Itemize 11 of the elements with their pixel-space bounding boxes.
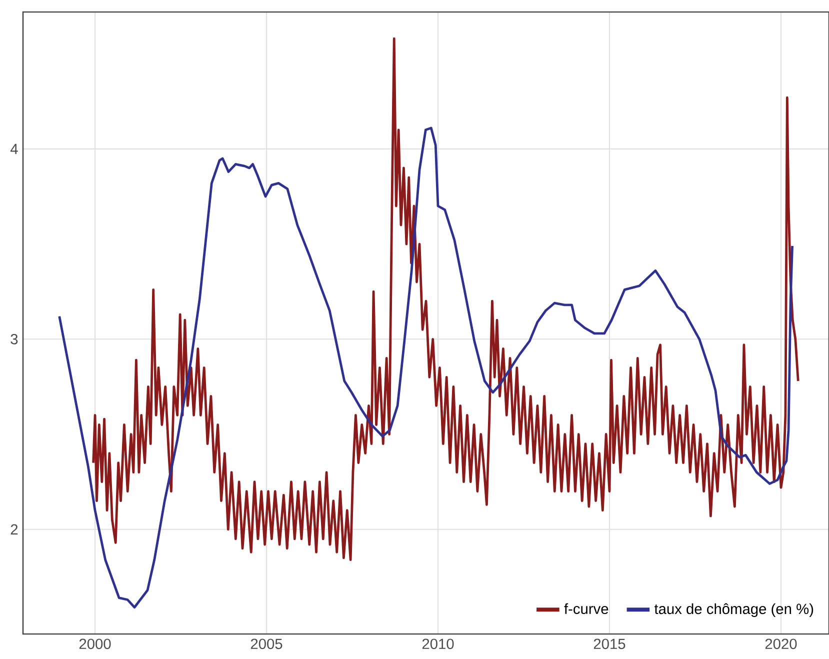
x-tick-label: 2005 [250,638,282,650]
y-tick-label: 3 [10,334,18,344]
x-tick-label: 2020 [765,638,797,650]
y-tick-label: 4 [10,144,18,154]
legend-label: taux de chômage (en %) [654,603,814,617]
line-series [92,37,800,561]
legend-label: f-curve [564,603,608,614]
x-tick-label: 2000 [79,638,111,650]
x-tick-label: 2010 [422,638,454,650]
x-tick-label: 2015 [594,638,626,650]
y-tick-label: 2 [10,524,18,534]
